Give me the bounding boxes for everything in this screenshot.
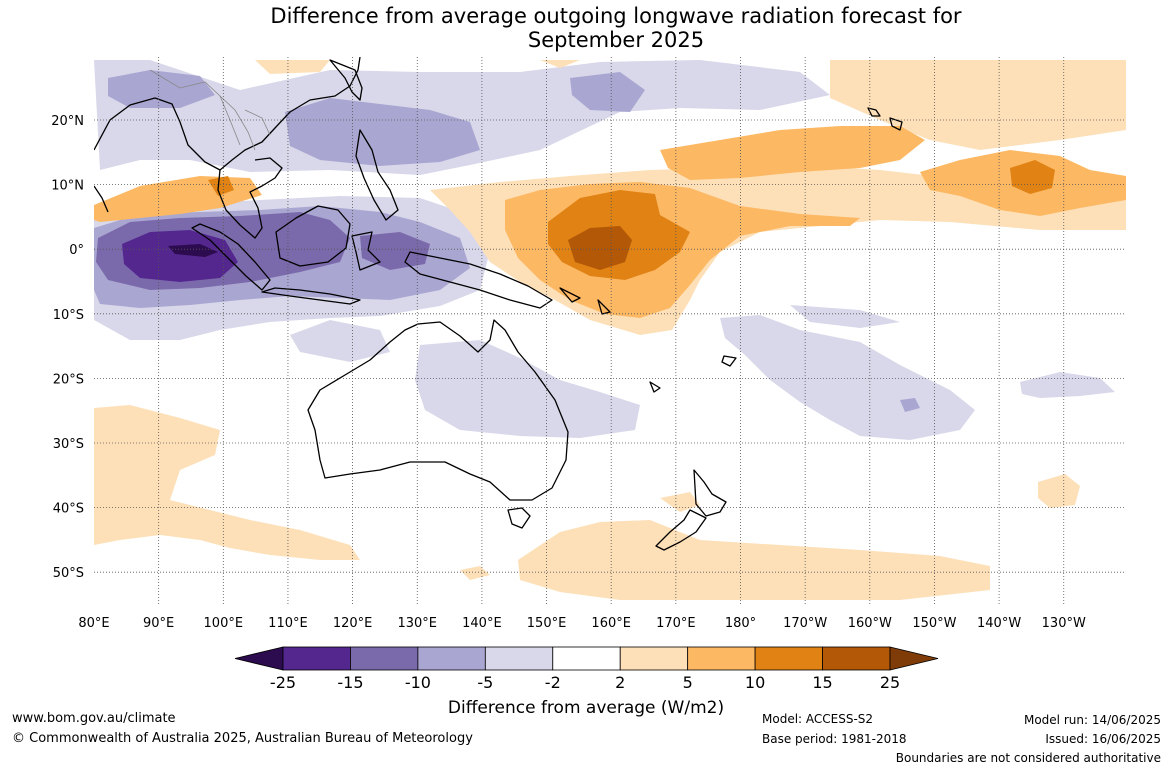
latitude-label: 10°N (51, 179, 84, 194)
longitude-label: 110°E (268, 616, 308, 631)
colorbar-extend-high (889, 646, 939, 671)
longitude-label: 170°W (783, 616, 827, 631)
colorbar-tick-label: 25 (880, 673, 900, 692)
latitude-label: 10°S (53, 308, 84, 323)
anomaly-band-very-strong-orange (568, 226, 632, 270)
latitude-label: 30°S (53, 437, 84, 452)
longitude-label: 170°E (656, 616, 696, 631)
colorbar-swatch (350, 646, 419, 671)
colorbar-title: Difference from average (W/m2) (448, 698, 724, 718)
anomaly-band-strong-purple (122, 230, 238, 282)
graticule (94, 57, 1126, 605)
colorbar-tick-label: 5 (683, 673, 693, 692)
coastlines (94, 57, 903, 551)
latitude-label: 0° (69, 243, 84, 258)
map-title: Difference from average outgoing longwav… (0, 4, 1173, 52)
longitude-labels: 80°E 90°E 100°E 110°E 120°E 130°E 140°E 150°E 16… (78, 616, 1086, 631)
longitude-label: 150°W (912, 616, 956, 631)
colorbar-swatch (687, 646, 756, 671)
longitude-label: 180° (725, 616, 756, 631)
website-link[interactable]: www.bom.gov.au/climate (12, 711, 176, 726)
longitude-label: 130°E (397, 616, 437, 631)
longitude-label: 120°E (333, 616, 373, 631)
longitude-label: 80°E (78, 616, 109, 631)
title-line-2: September 2025 (527, 28, 705, 52)
colorbar-swatch (417, 646, 486, 671)
latitude-labels: 20°N 10°N 0° 10°S 20°S 30°S 40°S 50°S (51, 114, 84, 581)
latitude-label: 20°N (51, 114, 84, 129)
longitude-label: 160°E (591, 616, 631, 631)
longitude-label: 140°E (462, 616, 502, 631)
colorbar-tick-label: -10 (405, 673, 431, 692)
colorbar-tick-label: -5 (477, 673, 493, 692)
longitude-label: 100°E (204, 616, 244, 631)
colorbar-tick-label: -25 (270, 673, 296, 692)
colorbar-tick-labels: -25 -15 -10 -5 -2 2 5 10 15 25 (270, 673, 900, 692)
colorbar-swatch (282, 646, 351, 671)
latitude-label: 50°S (53, 566, 84, 581)
title-line-1: Difference from average outgoing longwav… (270, 4, 962, 28)
copyright-notice: © Commonwealth of Australia 2025, Austra… (12, 731, 473, 746)
colorbar-extend-low (234, 646, 284, 671)
latitude-label: 20°S (53, 372, 84, 387)
colorbar-tick-label: 15 (812, 673, 832, 692)
longitude-label: 150°E (527, 616, 567, 631)
anomaly-band-extreme-purple (168, 244, 218, 257)
map-field (94, 57, 1126, 605)
base-period: Base period: 1981-2018 (762, 732, 907, 746)
latitude-label: 40°S (53, 502, 84, 517)
colorbar-tick-label: -2 (545, 673, 561, 692)
colorbar-swatch (552, 646, 621, 671)
issued-date: Issued: 16/06/2025 (1045, 732, 1161, 746)
longitude-label: 160°W (848, 616, 892, 631)
colorbar-tick-label: 10 (745, 673, 765, 692)
colorbar-swatch (619, 646, 689, 671)
model-run-date: Model run: 14/06/2025 (1023, 713, 1161, 727)
colorbar-swatch (484, 646, 554, 671)
colorbar-swatch (754, 646, 823, 671)
longitude-label: 140°W (977, 616, 1021, 631)
longitude-label: 90°E (143, 616, 174, 631)
colorbar (234, 646, 939, 671)
colorbar-swatch (822, 646, 891, 671)
colorbar-tick-label: 2 (615, 673, 625, 692)
longitude-label: 130°W (1042, 616, 1086, 631)
boundaries-note: Boundaries are not considered authoritat… (895, 751, 1161, 765)
colorbar-tick-label: -15 (337, 673, 363, 692)
model-name: Model: ACCESS-S2 (762, 712, 874, 726)
